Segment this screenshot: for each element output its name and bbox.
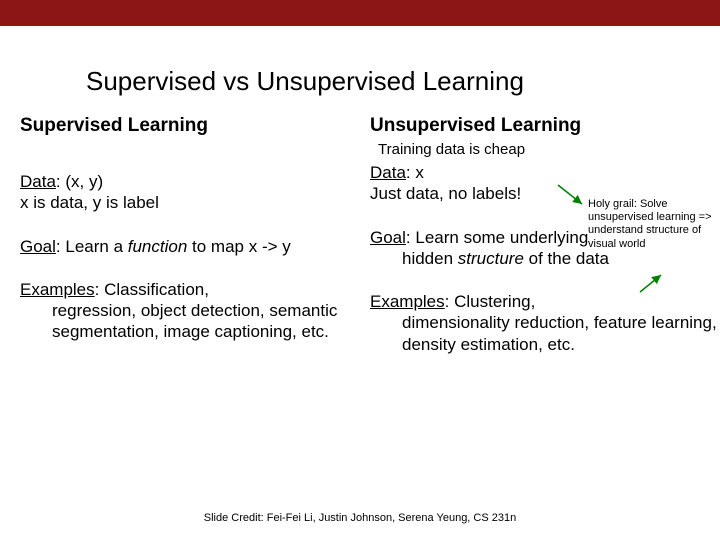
left-goal-em: function (128, 237, 188, 256)
holy-grail-annotation: Holy grail: Solve unsupervised learning … (588, 198, 718, 251)
right-note: Training data is cheap (378, 141, 720, 158)
right-data-line2: Just data, no labels! (370, 184, 521, 203)
left-ex-first: : Classification, (95, 280, 209, 299)
left-ex-rest: regression, object detection, semantic s… (20, 300, 370, 343)
right-goal-rest-before: hidden (402, 249, 458, 268)
left-heading: Supervised Learning (20, 115, 370, 137)
right-goal-em: structure (458, 249, 524, 268)
slide-title: Supervised vs Unsupervised Learning (86, 66, 720, 97)
left-goal-after: to map x -> y (187, 237, 290, 256)
right-data-line1: : x (406, 163, 424, 182)
left-goal-block: Goal: Learn a function to map x -> y (20, 236, 370, 257)
left-data-line2: x is data, y is label (20, 193, 159, 212)
right-data-label: Data (370, 163, 406, 182)
right-ex-first: : Clustering, (445, 292, 536, 311)
right-ex-rest: dimensionality reduction, feature learni… (370, 312, 720, 355)
left-goal-label: Goal (20, 237, 56, 256)
left-data-line1: : (x, y) (56, 172, 103, 191)
right-examples-block: Examples: Clustering, dimensionality red… (370, 291, 720, 355)
top-bar (0, 0, 720, 26)
left-ex-label: Examples (20, 280, 95, 299)
left-goal-before: : Learn a (56, 237, 128, 256)
left-column: Supervised Learning Data: (x, y) x is da… (20, 115, 370, 355)
right-heading: Unsupervised Learning (370, 115, 720, 137)
left-data-label: Data (20, 172, 56, 191)
right-goal-rest-after: of the data (524, 249, 609, 268)
left-examples-block: Examples: Classification, regression, ob… (20, 279, 370, 343)
left-data-block: Data: (x, y) x is data, y is label (20, 171, 370, 214)
right-goal-label: Goal (370, 228, 406, 247)
right-goal-first: : Learn some underlying (406, 228, 588, 247)
footer-credit: Slide Credit: Fei-Fei Li, Justin Johnson… (0, 512, 720, 524)
right-ex-label: Examples (370, 292, 445, 311)
